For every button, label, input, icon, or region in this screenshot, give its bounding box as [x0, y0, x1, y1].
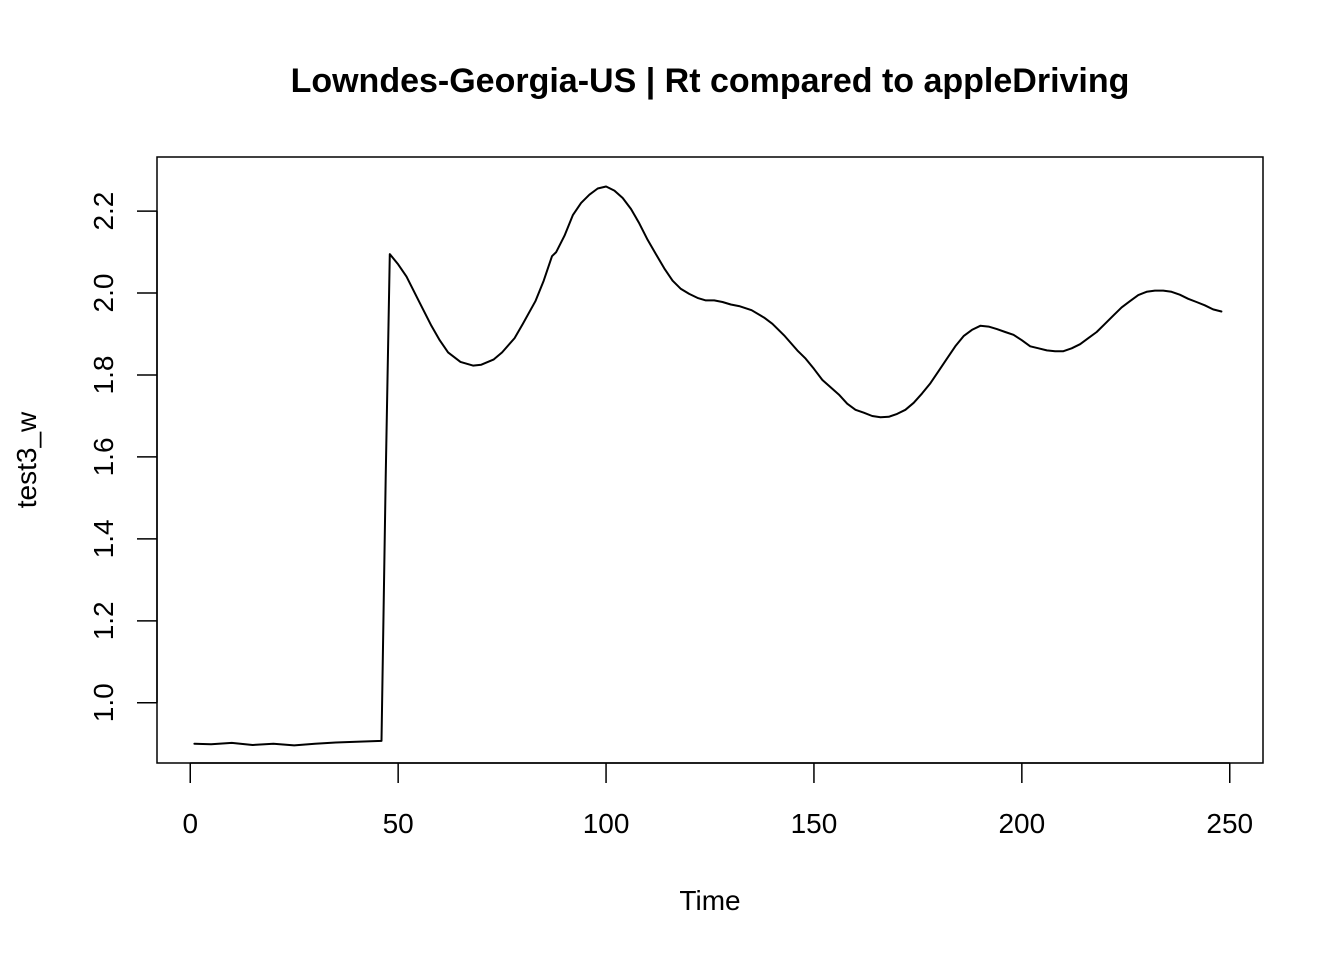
x-tick-label: 150 [791, 808, 838, 839]
y-axis-label: test3_w [11, 411, 42, 508]
x-tick-label: 0 [182, 808, 198, 839]
y-tick-label: 2.0 [88, 274, 119, 313]
x-tick-label: 50 [383, 808, 414, 839]
chart-title: Lowndes-Georgia-US | Rt compared to appl… [291, 62, 1130, 100]
y-tick-label: 1.2 [88, 601, 119, 640]
y-tick-label: 1.8 [88, 356, 119, 395]
y-axis: 1.0 1.2 1.4 1.6 1.8 2.0 2.2 [88, 192, 158, 722]
x-axis-label: Time [679, 885, 740, 916]
y-tick-label: 1.6 [88, 437, 119, 476]
x-tick-label: 200 [998, 808, 1045, 839]
plot-frame [156, 156, 1264, 764]
x-axis: 0 50 100 150 200 250 [182, 762, 1253, 839]
y-tick-label: 1.0 [88, 683, 119, 722]
x-tick-label: 100 [583, 808, 630, 839]
x-tick-label: 250 [1206, 808, 1253, 839]
y-tick-label: 1.4 [88, 519, 119, 558]
series-line [193, 185, 1223, 747]
series-layer [193, 185, 1223, 747]
y-tick-label: 2.2 [88, 192, 119, 231]
